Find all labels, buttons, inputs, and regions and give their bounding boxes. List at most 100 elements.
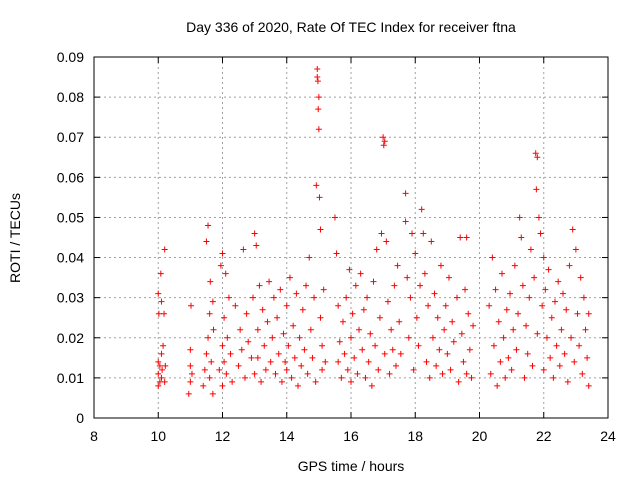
data-point [376, 314, 383, 321]
data-point [553, 342, 560, 349]
data-point [256, 282, 263, 289]
data-point [450, 338, 457, 345]
y-tick-label: 0.09 [57, 49, 84, 65]
data-point [254, 326, 261, 333]
data-point [409, 230, 416, 237]
data-point [568, 334, 575, 341]
data-point [547, 354, 554, 361]
data-point [489, 254, 496, 261]
data-point [209, 298, 216, 305]
data-point [428, 238, 435, 245]
data-point [370, 278, 377, 285]
data-point [320, 286, 327, 293]
data-point [569, 226, 576, 233]
data-point [221, 358, 228, 365]
data-point [344, 366, 351, 373]
x-axis-label: GPS time / hours [298, 458, 405, 474]
data-point [381, 138, 388, 145]
data-point [577, 274, 584, 281]
data-point [258, 378, 265, 385]
data-point [415, 342, 422, 349]
data-point [254, 354, 261, 361]
data-point [392, 362, 399, 369]
data-point [566, 262, 573, 269]
data-point [269, 334, 276, 341]
y-tick-label: 0.03 [57, 290, 84, 306]
data-point [188, 302, 195, 309]
data-point [243, 310, 250, 317]
data-point [315, 126, 322, 133]
data-point [441, 326, 448, 333]
data-point [162, 362, 169, 369]
data-point [187, 378, 194, 385]
data-point [384, 298, 391, 305]
data-point [515, 310, 522, 317]
data-point [555, 278, 562, 285]
data-point [313, 182, 320, 189]
data-point [389, 346, 396, 353]
data-point [266, 278, 273, 285]
data-point [240, 246, 247, 253]
data-point [227, 350, 234, 357]
data-point [516, 214, 523, 221]
data-point [216, 366, 223, 373]
plot-frame [93, 56, 609, 419]
data-point [534, 154, 541, 161]
data-point [309, 354, 316, 361]
data-point [282, 358, 289, 365]
data-point [378, 230, 385, 237]
data-point [434, 314, 441, 321]
data-point [397, 350, 404, 357]
data-point [543, 334, 550, 341]
data-point [291, 354, 298, 361]
data-point [497, 358, 504, 365]
data-point [312, 378, 319, 385]
data-point [503, 306, 510, 313]
data-point [444, 350, 451, 357]
data-point [490, 342, 497, 349]
x-tick-label: 20 [472, 428, 488, 444]
data-point [500, 334, 507, 341]
data-point [383, 238, 390, 245]
data-point [241, 374, 248, 381]
data-point [380, 134, 387, 141]
data-point [224, 334, 231, 341]
data-point [272, 370, 279, 377]
data-point [412, 250, 419, 257]
data-point [155, 358, 162, 365]
data-point [534, 330, 541, 337]
data-point [155, 310, 162, 317]
data-point [262, 366, 269, 373]
data-point [259, 306, 266, 313]
data-point [418, 206, 425, 213]
data-point [294, 382, 301, 389]
data-point [275, 350, 282, 357]
data-point [560, 290, 567, 297]
x-tick-label: 10 [150, 428, 166, 444]
data-point [156, 362, 163, 369]
data-point [372, 342, 379, 349]
data-point [203, 350, 210, 357]
data-point [410, 366, 417, 373]
data-point [251, 230, 258, 237]
data-point [449, 318, 456, 325]
data-point [381, 350, 388, 357]
data-point [335, 358, 342, 365]
data-point [550, 374, 557, 381]
data-point [238, 346, 245, 353]
data-point [505, 354, 512, 361]
data-point [391, 282, 398, 289]
data-point [436, 346, 443, 353]
data-point [225, 294, 232, 301]
data-point [445, 274, 452, 281]
data-point [404, 274, 411, 281]
data-point [201, 366, 208, 373]
data-point [210, 326, 217, 333]
data-point [460, 358, 467, 365]
data-point [161, 310, 168, 317]
data-point [375, 366, 382, 373]
data-point [487, 370, 494, 377]
data-point [579, 370, 586, 377]
data-point [317, 226, 324, 233]
data-point [470, 322, 477, 329]
